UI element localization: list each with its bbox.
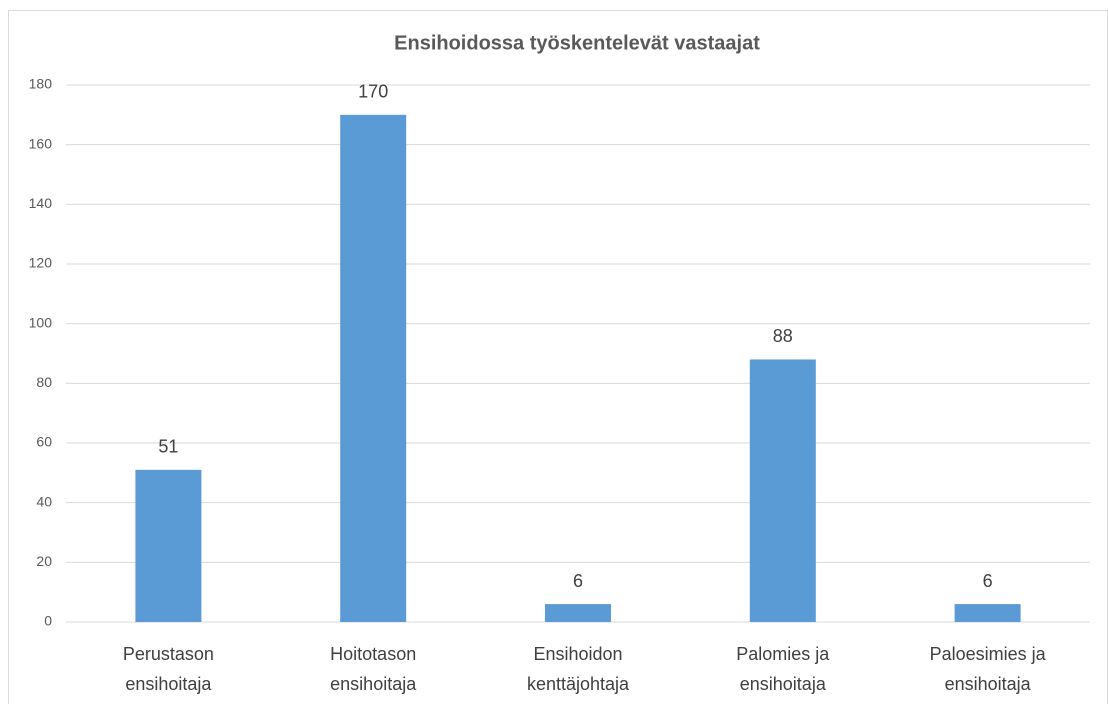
bar — [954, 604, 1021, 622]
y-tick-label: 160 — [29, 135, 53, 151]
x-tick-label: Ensihoidon kenttäjohtaja — [527, 644, 630, 694]
bar — [135, 469, 202, 622]
y-tick-label: 60 — [36, 434, 52, 450]
x-tick-label: Perustason ensihoitaja — [123, 644, 214, 694]
x-tick-label-line: ensihoitaja — [945, 674, 1032, 694]
bar — [545, 604, 611, 622]
y-tick-label: 180 — [29, 76, 53, 92]
x-tick-label: Paloesimies ja ensihoitaja — [930, 644, 1047, 694]
x-tick-label-line: ensihoitaja — [330, 674, 417, 694]
bar — [340, 114, 407, 622]
data-label: 6 — [983, 571, 993, 591]
data-label: 51 — [158, 437, 178, 457]
y-tick-label: 140 — [29, 195, 53, 211]
x-tick-label-line: Palomies ja — [736, 644, 830, 664]
x-tick-label: Hoitotason ensihoitaja — [330, 644, 417, 694]
y-tick-label: 0 — [44, 613, 52, 629]
data-label: 6 — [573, 571, 583, 591]
data-label: 170 — [358, 82, 388, 102]
data-label: 88 — [773, 326, 793, 346]
x-tick-label: Palomies ja ensihoitaja — [736, 644, 830, 694]
x-tick-label-line: Ensihoidon — [533, 644, 622, 664]
x-tick-label-line: Hoitotason — [330, 644, 416, 664]
x-tick-label-line: Perustason — [123, 644, 214, 664]
x-tick-label-line: ensihoitaja — [740, 674, 827, 694]
bar — [749, 359, 816, 622]
x-tick-label-line: Paloesimies ja — [930, 644, 1047, 664]
chart-title: Ensihoidossa työskentelevät vastaajat — [394, 32, 760, 54]
y-tick-label: 80 — [36, 374, 52, 390]
y-tick-label: 100 — [29, 314, 53, 330]
y-tick-label: 40 — [36, 493, 52, 509]
x-tick-label-line: kenttäjohtaja — [527, 674, 630, 694]
x-tick-label-line: ensihoitaja — [125, 674, 212, 694]
y-tick-label: 20 — [36, 553, 52, 569]
y-tick-label: 120 — [29, 255, 53, 271]
